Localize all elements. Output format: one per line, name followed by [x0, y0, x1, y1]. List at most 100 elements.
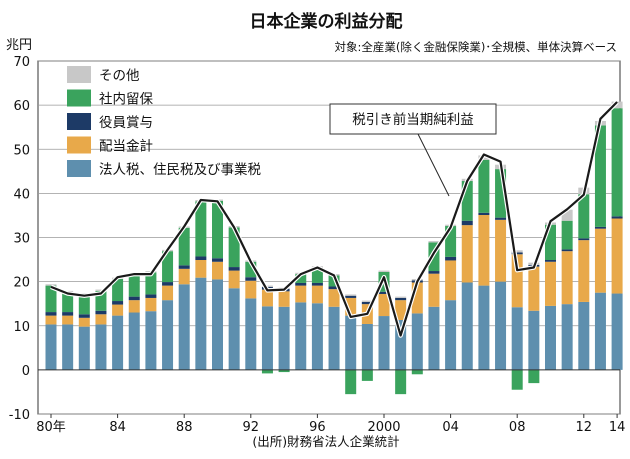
chart-subtitle: 対象:全産業(除く金融保険業)･全規模、単体決算ベース [334, 40, 617, 54]
bar-retained-1991 [228, 227, 240, 268]
bar-dividend-1985 [128, 300, 140, 313]
bar-dividend-1986 [145, 297, 157, 312]
bar-retained-2001 [395, 369, 407, 395]
bar-retained-2012 [578, 194, 590, 239]
annotation-box [329, 103, 497, 135]
bar-bonus-1998 [345, 295, 357, 298]
pretax-profit-line [50, 101, 618, 337]
bar-bonus-1991 [228, 267, 240, 271]
y-tick-label: 40 [13, 187, 30, 202]
bar-other-1980 [45, 284, 57, 286]
bar-bonus-1996 [311, 282, 323, 286]
legend-label-dividend: 配当金計 [99, 139, 153, 155]
bar-bonus-1982 [78, 314, 90, 318]
bar-retained-2008 [511, 369, 523, 390]
bar-tax-1996 [311, 303, 323, 370]
bar-bonus-2005 [461, 220, 473, 226]
y-tick-label: -10 [9, 408, 30, 423]
bar-retained-1998 [345, 369, 357, 395]
legend-swatch-retained [67, 89, 91, 107]
bar-dividend-1991 [228, 270, 240, 289]
bar-tax-1994 [278, 306, 290, 370]
bar-retained-1993 [261, 369, 273, 374]
bar-dividend-1981 [62, 315, 74, 325]
bar-retained-1980 [45, 285, 57, 313]
bar-tax-2012 [578, 301, 590, 370]
x-tick-label: 2000 [367, 420, 400, 435]
bar-tax-1987 [162, 300, 174, 370]
bar-retained-1999 [361, 369, 373, 381]
bar-dividend-1980 [45, 315, 57, 325]
x-tick-label: 14 [609, 420, 626, 435]
bar-dividend-2012 [578, 240, 590, 302]
y-axis-unit: 兆円 [6, 38, 32, 53]
bar-retained-2004 [445, 226, 457, 257]
bar-retained-1995 [295, 274, 307, 283]
bar-bonus-1984 [112, 301, 124, 305]
bar-retained-1989 [195, 201, 207, 257]
bar-other-1999 [361, 300, 373, 302]
bar-bonus-1988 [178, 265, 190, 269]
bar-tax-1997 [328, 306, 340, 370]
bar-tax-1988 [178, 284, 190, 370]
legend-swatch-dividend [67, 136, 91, 154]
bar-tax-1999 [361, 323, 373, 370]
bar-retained-1988 [178, 227, 190, 266]
bar-bonus-2000 [378, 291, 390, 294]
bar-bonus-1989 [195, 256, 207, 261]
bar-retained-2011 [561, 220, 573, 250]
bar-retained-2014 [611, 108, 623, 217]
bar-dividend-1996 [311, 285, 323, 304]
bar-bonus-1995 [295, 282, 307, 286]
bar-bonus-2006 [478, 212, 490, 215]
chart-title: 日本企業の利益分配 [250, 11, 403, 32]
bar-dividend-2005 [461, 225, 473, 283]
legend-swatch-bonus [67, 113, 91, 130]
legend-label-bonus: 役員賞与 [99, 115, 153, 131]
bar-tax-1980 [45, 324, 57, 370]
bar-bonus-1983 [95, 310, 107, 315]
annotation-label: 税引き前当期純利益 [352, 111, 474, 128]
bar-dividend-2001 [395, 300, 407, 321]
bar-bonus-1986 [145, 294, 157, 298]
bar-tax-2004 [445, 300, 457, 370]
bar-dividend-1982 [78, 317, 90, 327]
bar-tax-1993 [261, 306, 273, 370]
bar-dividend-1990 [212, 261, 223, 280]
x-tick-label: 96 [309, 420, 326, 435]
bar-other-2000 [378, 270, 390, 272]
bar-retained-1987 [162, 251, 174, 283]
x-tick-label: 08 [509, 420, 526, 435]
bar-other-2001 [395, 296, 407, 298]
x-tick-label: 84 [109, 420, 126, 435]
bar-retained-1992 [245, 261, 257, 278]
bar-tax-1986 [145, 311, 157, 370]
bar-bonus-1997 [328, 286, 340, 290]
bar-tax-2007 [495, 281, 507, 370]
bar-dividend-1993 [261, 289, 273, 307]
bar-dividend-2007 [495, 219, 507, 282]
bar-retained-2010 [545, 224, 556, 261]
bar-dividend-2009 [528, 266, 540, 311]
bar-bonus-2012 [578, 238, 590, 241]
bar-dividend-1998 [345, 297, 357, 316]
bar-tax-2006 [478, 285, 490, 370]
bar-dividend-1984 [112, 304, 124, 316]
y-tick-label: 0 [22, 364, 30, 379]
bar-tax-2003 [428, 306, 440, 370]
bar-other-2011 [561, 209, 573, 221]
bar-tax-1985 [128, 312, 140, 370]
bar-dividend-2006 [478, 214, 490, 286]
bar-tax-2008 [511, 307, 523, 370]
bar-tax-1998 [345, 315, 357, 370]
line-annotation: 税引き前当期純利益 [329, 103, 497, 197]
y-tick-label: 20 [13, 276, 30, 291]
bar-dividend-2004 [445, 260, 457, 301]
bar-retained-1996 [311, 267, 323, 283]
x-axis: 80年 84 88 92 96 2000 04 08 12 14 [36, 414, 625, 435]
bar-tax-2010 [545, 305, 556, 370]
bar-other-1998 [345, 294, 357, 296]
bar-dividend-2008 [511, 254, 523, 308]
bar-dividend-1994 [278, 291, 290, 307]
